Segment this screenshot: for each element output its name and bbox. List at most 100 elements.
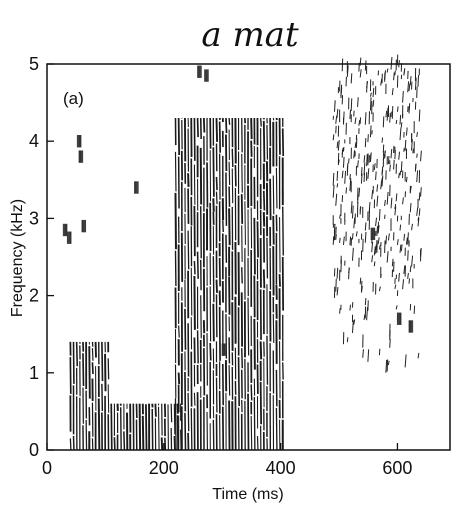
striation [231, 148, 234, 168]
burst-mark [341, 58, 344, 72]
burst-mark [378, 286, 381, 292]
striation [215, 118, 219, 142]
striation [196, 118, 199, 138]
burst-mark [371, 130, 373, 135]
y-axis: 0 1 2 3 4 5 [29, 54, 54, 460]
striation [184, 412, 187, 451]
striation [82, 353, 85, 387]
striation [247, 297, 250, 356]
burst-mark [366, 307, 369, 321]
burst-mark [399, 244, 402, 253]
burst-mark [391, 258, 394, 267]
burst-mark [418, 109, 421, 122]
plot-frame [46, 63, 451, 451]
burst-mark [376, 195, 379, 207]
burst-mark [389, 113, 391, 123]
striation [141, 415, 145, 451]
striation [177, 372, 181, 385]
burst-mark [385, 110, 388, 118]
burst-mark [395, 119, 398, 124]
burst-mark [387, 360, 390, 366]
striation [190, 408, 193, 451]
y-tick-label: 0 [29, 440, 39, 460]
burst-mark [402, 279, 405, 290]
burst-mark [332, 172, 335, 186]
burst-mark [333, 100, 336, 112]
burst-mark [372, 87, 375, 98]
burst-mark [381, 175, 384, 187]
burst-mark [348, 267, 350, 280]
striation [193, 392, 196, 406]
burst-mark [364, 60, 367, 71]
burst-mark [364, 297, 367, 306]
burst-mark [378, 209, 381, 221]
burst-mark [391, 87, 394, 96]
striation [228, 208, 231, 246]
striation [275, 167, 278, 209]
burst-mark [342, 236, 345, 246]
burst-mark [400, 161, 403, 173]
panel-label: (a) [63, 89, 84, 108]
striation [91, 348, 94, 361]
burst-mark [398, 172, 400, 179]
striation [88, 346, 91, 399]
burst-mark [353, 217, 356, 229]
burst-mark [390, 197, 393, 209]
burst-mark [386, 107, 389, 121]
burst-mark [384, 70, 386, 82]
striation [184, 308, 187, 350]
striation [275, 117, 278, 121]
burst-mark [414, 77, 417, 90]
burst-mark [376, 226, 378, 236]
burst-mark [367, 349, 370, 362]
x-axis: 0 200 400 600 [42, 443, 412, 478]
y-axis-label: Frequency (kHz) [9, 199, 26, 317]
burst-mark [335, 193, 338, 206]
burst-mark [411, 255, 414, 267]
burst-mark [366, 154, 368, 167]
burst-mark [405, 127, 408, 136]
burst-mark [339, 237, 341, 243]
burst-mark [396, 239, 399, 246]
burst-mark [403, 233, 406, 241]
burst-mark [349, 178, 352, 191]
burst-mark [377, 237, 380, 245]
burst-mark [350, 201, 353, 214]
striation [256, 221, 259, 258]
burst-mark [339, 214, 341, 219]
burst-mark [335, 279, 337, 292]
burst-mark [390, 148, 393, 159]
burst-mark [384, 199, 386, 207]
striation [272, 313, 275, 343]
burst-mark [400, 122, 403, 128]
burst-mark [362, 349, 364, 358]
burst-mark [375, 171, 377, 181]
spectrogram-marks [62, 54, 422, 451]
striation [215, 176, 218, 191]
striation [272, 175, 275, 215]
striation [259, 117, 262, 127]
burst-mark [351, 320, 354, 334]
burst-mark [337, 140, 340, 151]
burst-mark [364, 222, 367, 231]
burst-mark [418, 208, 421, 216]
x-tick-label: 0 [42, 458, 52, 478]
striation [101, 341, 104, 382]
burst-mark [420, 187, 422, 197]
burst-mark [405, 237, 408, 245]
burst-mark [371, 255, 374, 263]
burst-mark [359, 277, 362, 285]
burst-mark [332, 184, 335, 198]
burst-mark [350, 73, 353, 84]
burst-mark [332, 223, 335, 228]
striation [218, 121, 222, 153]
burst-mark [402, 197, 404, 205]
striation [196, 251, 199, 279]
burst-mark [369, 125, 372, 138]
striation [253, 318, 256, 370]
striation [253, 217, 256, 275]
segment-2-a [174, 117, 285, 451]
burst-mark [411, 223, 413, 231]
burst-mark [380, 78, 383, 86]
